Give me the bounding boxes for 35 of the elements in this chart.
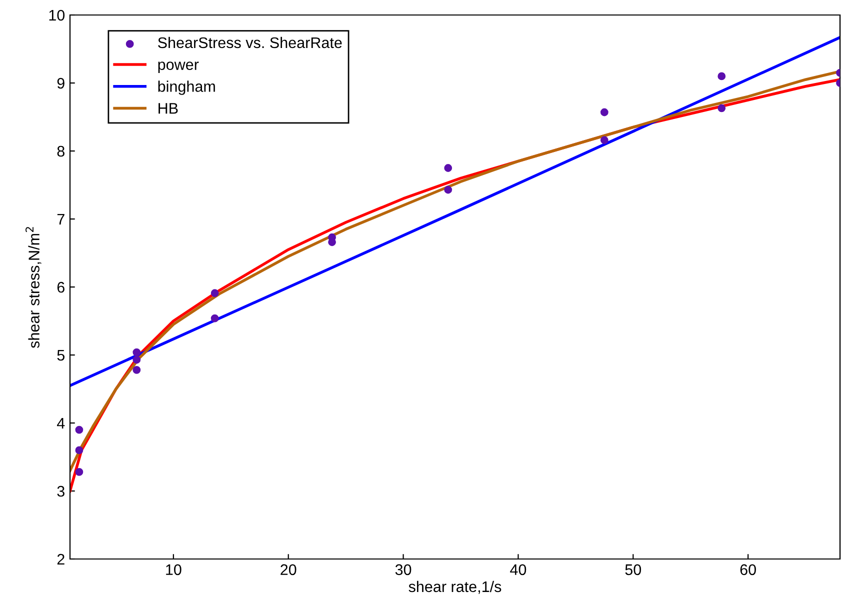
- point: [718, 104, 726, 112]
- point: [75, 446, 84, 454]
- y-tick-label: 9: [57, 78, 64, 89]
- point: [132, 348, 141, 356]
- point: [600, 108, 608, 116]
- y-tick-label: 3: [57, 486, 64, 497]
- x-tick-label: 10: [166, 564, 182, 576]
- legend-label: power: [158, 62, 199, 74]
- y-tick-label: 2: [57, 554, 64, 565]
- point: [210, 314, 219, 322]
- legend-label: ShearStress vs. ShearRate: [158, 36, 342, 48]
- x-tick-label: 40: [510, 564, 526, 576]
- point: [132, 366, 141, 374]
- y-tick-label: 6: [57, 282, 64, 293]
- point: [718, 72, 726, 80]
- x-tick-label: 30: [395, 564, 412, 576]
- x-tick-label: 20: [280, 564, 296, 576]
- point: [600, 136, 608, 144]
- legend-label: bingham: [158, 80, 215, 95]
- point: [444, 186, 452, 194]
- point: [75, 468, 84, 476]
- point: [75, 426, 84, 434]
- y-tick-label: 4: [56, 418, 65, 429]
- y-tick-label: 5: [57, 350, 64, 361]
- x-tick-label: 60: [740, 564, 756, 576]
- legend-label: HB: [158, 103, 178, 114]
- point: [444, 164, 452, 172]
- point: [132, 356, 141, 364]
- y-tick-label: 10: [49, 10, 65, 21]
- y-axis-title: shear stress,N/m$^{2}$: [26, 227, 42, 348]
- point: [210, 289, 219, 298]
- x-tick-label: 50: [625, 564, 642, 576]
- x-axis-title: shear rate,1/s: [408, 580, 502, 594]
- y-tick-label: 8: [57, 146, 64, 157]
- y-tick-label: 7: [57, 214, 64, 225]
